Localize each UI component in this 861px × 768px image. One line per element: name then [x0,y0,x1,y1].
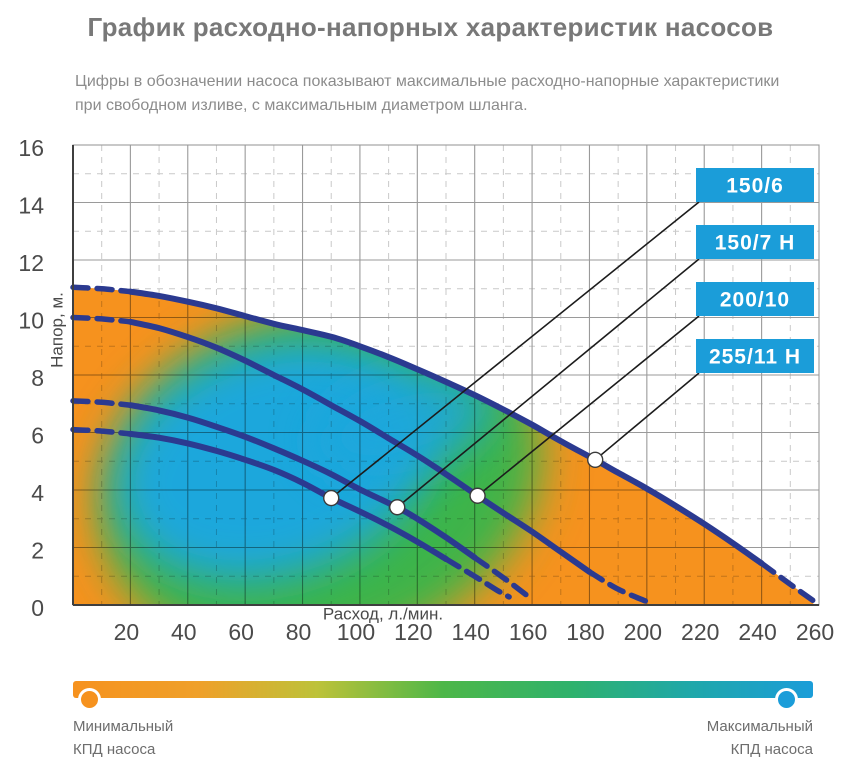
pump-label-text-150-7: 150/7 Н [715,232,796,255]
y-axis-title: Напор, м. [48,292,67,368]
callout-line [477,315,700,497]
pump-curve-200-10 [70,314,650,605]
y-tick-label: 6 [31,423,44,449]
pump-chart: 150/6 150/7 Н 200/10 255/11 Н 0 2 4 6 8 10 12 14 16 2… [18,135,834,645]
curve-segment [471,554,530,598]
min-efficiency-marker [78,688,101,711]
efficiency-gradient-bar [73,681,813,711]
curve-segment [70,398,134,408]
callout-line [330,201,700,499]
y-tick-label: 14 [18,193,44,219]
curve-marker [389,499,406,516]
curve-segment [127,430,449,562]
curve-segment [70,284,134,295]
callout-boxes: 150/6 150/7 Н 200/10 255/11 Н [696,168,814,373]
curve-segment [758,560,817,604]
min-efficiency-label: Минимальный КПД насоса [73,718,174,758]
y-tick-label: 0 [31,595,44,621]
pump-curve-255-11 [70,284,817,604]
x-tick-label: 60 [228,619,254,645]
curve-marker [587,451,604,469]
pump-label-box-150-6 [696,168,814,202]
curve-marker [469,487,486,504]
curve-segment [443,556,512,600]
max-efficiency-marker [775,688,798,711]
callout-line [594,372,700,461]
pump-label-text-255-11: 255/11 Н [709,346,801,369]
curve-segment [127,402,478,561]
efficiency-legend: Минимальный КПД насоса Максимальный КПД … [73,681,813,761]
x-tick-label: 40 [171,619,197,645]
x-tick-label: 140 [452,619,490,645]
subtitle-line-2: при свободном изливе, с максимальным диа… [75,97,528,114]
x-tick-label: 20 [114,619,140,645]
subtitle-line-1: Цифры в обозначении насоса показывают ма… [75,73,780,90]
curve-segment [586,569,650,605]
pump-label-text-200-10: 200/10 [720,289,790,312]
pump-label-box-150-7 [696,225,814,259]
pump-label-box-255-11 [696,339,814,373]
pump-label-text-150-6: 150/6 [726,175,784,198]
pump-label-box-200-10 [696,282,814,316]
x-tick-label: 200 [624,619,662,645]
curve-segment [127,318,593,575]
y-tick-label: 12 [18,250,44,276]
x-tick-label: 120 [394,619,432,645]
x-tick-label: 160 [509,619,547,645]
x-tick-label: 260 [796,619,834,645]
tick-labels: 0 2 4 6 8 10 12 14 16 20 40 60 80 100 120 140 160 180 200 2… [18,135,834,645]
callout-line [396,258,700,508]
curve-markers [323,451,604,516]
x-tick-label: 180 [566,619,604,645]
pump-curve-150-7 [70,398,530,598]
max-efficiency-label: Максимальный КПД насоса [706,718,813,758]
y-tick-label: 16 [18,135,44,161]
y-tick-label: 4 [31,480,44,506]
curve-segment [127,288,765,567]
y-tick-label: 10 [18,308,44,334]
pump-curve-150-6 [70,426,512,600]
callout-lines [330,201,700,508]
x-tick-label: 100 [337,619,375,645]
y-tick-label: 8 [31,365,44,391]
curve-segment [70,314,134,325]
y-tick-label: 2 [31,538,44,564]
x-tick-label: 240 [738,619,776,645]
curve-segment [70,426,134,437]
axes [72,145,819,606]
x-tick-label: 80 [286,619,312,645]
page-title: График расходно-напорных характеристик н… [87,12,774,42]
curve-marker [323,489,340,507]
x-axis-title: Расход, л./мин. [323,605,443,624]
subtitle: Цифры в обозначении насоса показывают ма… [75,70,827,118]
x-tick-label: 220 [681,619,719,645]
